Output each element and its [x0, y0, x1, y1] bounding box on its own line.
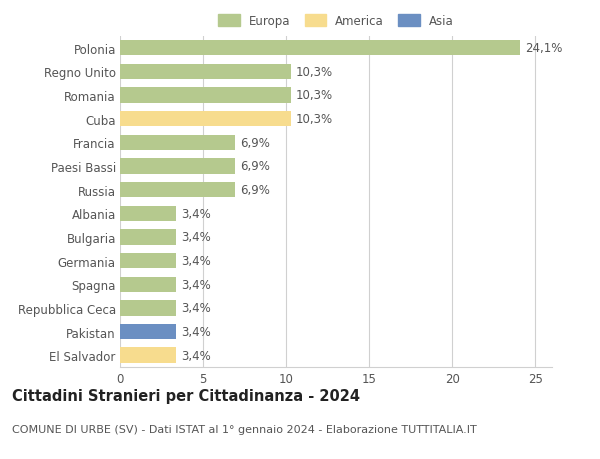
- Bar: [120, 183, 235, 198]
- Bar: [120, 112, 291, 127]
- Legend: Europa, America, Asia: Europa, America, Asia: [216, 13, 456, 30]
- Bar: [120, 88, 291, 103]
- Text: 3,4%: 3,4%: [181, 349, 211, 362]
- Text: 6,9%: 6,9%: [239, 184, 269, 196]
- Bar: [120, 206, 176, 221]
- Text: 3,4%: 3,4%: [181, 302, 211, 315]
- Text: COMUNE DI URBE (SV) - Dati ISTAT al 1° gennaio 2024 - Elaborazione TUTTITALIA.IT: COMUNE DI URBE (SV) - Dati ISTAT al 1° g…: [12, 425, 477, 435]
- Bar: [120, 348, 176, 363]
- Text: 3,4%: 3,4%: [181, 231, 211, 244]
- Bar: [120, 324, 176, 340]
- Bar: [120, 64, 291, 80]
- Text: 3,4%: 3,4%: [181, 278, 211, 291]
- Bar: [120, 135, 235, 151]
- Bar: [120, 230, 176, 245]
- Text: 24,1%: 24,1%: [526, 42, 563, 55]
- Bar: [120, 41, 520, 56]
- Text: 10,3%: 10,3%: [296, 89, 333, 102]
- Text: 3,4%: 3,4%: [181, 254, 211, 268]
- Text: 3,4%: 3,4%: [181, 325, 211, 338]
- Bar: [120, 159, 235, 174]
- Bar: [120, 277, 176, 292]
- Text: 3,4%: 3,4%: [181, 207, 211, 220]
- Text: 10,3%: 10,3%: [296, 113, 333, 126]
- Text: 6,9%: 6,9%: [239, 160, 269, 173]
- Text: 10,3%: 10,3%: [296, 66, 333, 78]
- Text: 6,9%: 6,9%: [239, 136, 269, 150]
- Text: Cittadini Stranieri per Cittadinanza - 2024: Cittadini Stranieri per Cittadinanza - 2…: [12, 388, 360, 403]
- Bar: [120, 253, 176, 269]
- Bar: [120, 301, 176, 316]
